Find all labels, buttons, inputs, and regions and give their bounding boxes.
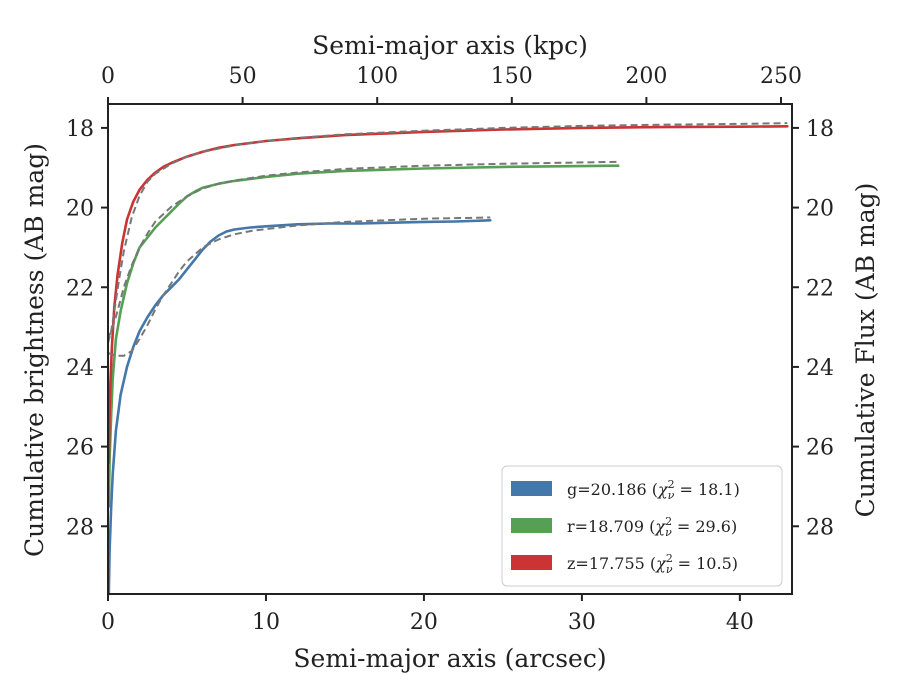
x-tick-label: 0 [101, 610, 115, 635]
x-tick-label: 40 [726, 610, 754, 635]
tick-layer: 0 10 20 30 40 0 50 100 150 200 250 18 18 20 20 22 22 24 24… [66, 64, 834, 635]
right-y-tick-label: 24 [806, 356, 834, 381]
x-tick-label: 30 [568, 610, 596, 635]
y-tick-label: 26 [66, 436, 94, 461]
top-x-tick-label: 50 [229, 64, 257, 89]
legend-label-2: z=17.755 (χ2 ν = 10.5) [567, 552, 738, 576]
y-axis-label: Cumulative brightness (AB mag) [20, 143, 49, 557]
top-x-tick-label: 100 [356, 64, 398, 89]
legend-swatch-2 [511, 555, 552, 570]
legend-label-1: r=18.709 (χ2 ν = 29.6) [567, 515, 737, 539]
series-line-1 [107, 164, 620, 508]
model-line-0 [107, 216, 491, 357]
y-tick-label: 18 [66, 117, 94, 142]
top-x-axis-label: Semi-major axis (kpc) [312, 31, 588, 60]
right-y-tick-label: 18 [806, 117, 834, 142]
x-axis-label: Semi-major axis (arcsec) [293, 644, 606, 673]
top-x-tick-label: 200 [625, 64, 667, 89]
model-line-2 [107, 122, 788, 344]
legend-swatch-0 [511, 481, 552, 496]
y-tick-label: 24 [66, 356, 94, 381]
plot-frame-border [107, 103, 793, 595]
right-y-tick-label: 20 [806, 197, 834, 222]
series-layer [107, 122, 789, 596]
model-line-1 [107, 160, 619, 340]
series-line-2 [107, 125, 789, 464]
legend-box [501, 465, 783, 587]
x-tick-label: 20 [410, 610, 438, 635]
legend-label-0: g=20.186 (χ2 ν = 18.1) [567, 478, 740, 502]
right-y-axis-label: Cumulative Flux (AB mag) [851, 183, 880, 518]
legend: g=20.186 (χ2 ν = 18.1) r=18.709 (χ2 ν = 29.… [501, 465, 783, 587]
plot-frame [107, 103, 793, 595]
right-y-tick-label: 22 [806, 276, 834, 301]
y-tick-label: 28 [66, 515, 94, 540]
legend-swatch-1 [511, 518, 552, 533]
top-x-tick-label: 0 [101, 64, 115, 89]
series-line-0 [107, 219, 492, 596]
top-x-tick-label: 150 [491, 64, 533, 89]
right-y-tick-label: 26 [806, 436, 834, 461]
right-y-tick-label: 28 [806, 515, 834, 540]
top-x-tick-label: 250 [760, 64, 802, 89]
y-tick-label: 20 [66, 197, 94, 222]
x-tick-label: 10 [252, 610, 280, 635]
y-tick-label: 22 [66, 276, 94, 301]
